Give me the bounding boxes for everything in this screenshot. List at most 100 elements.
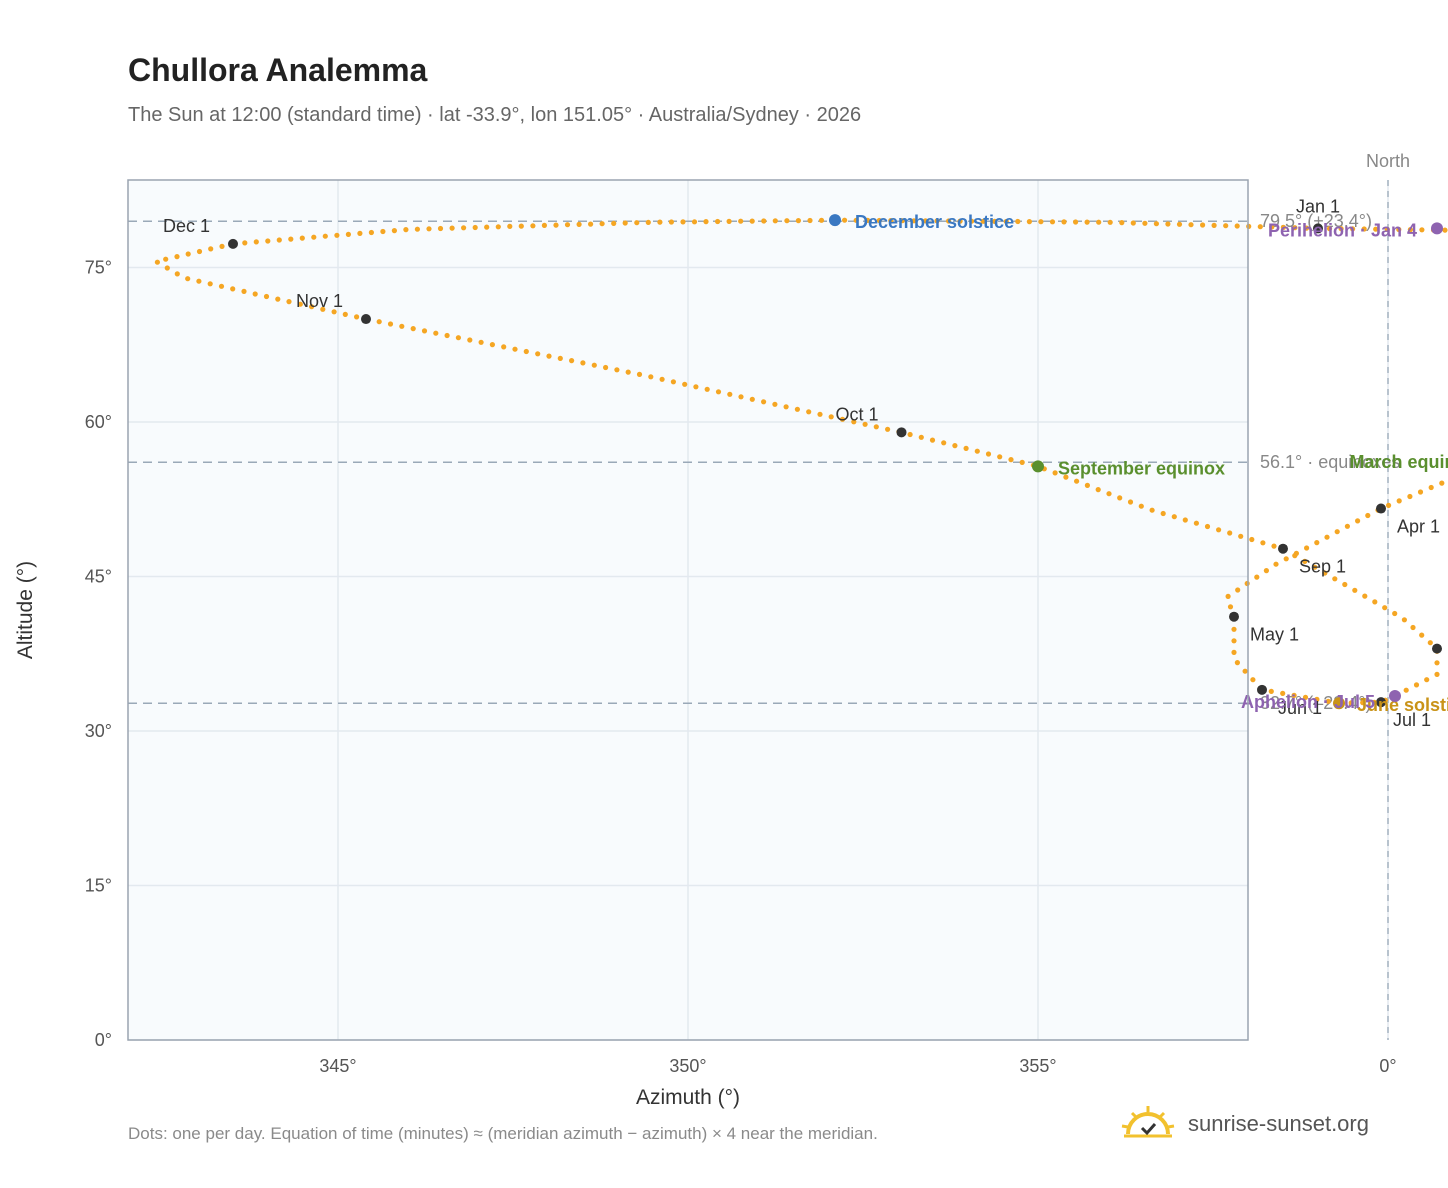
day-dot [1176,221,1183,227]
day-dot [1312,564,1318,570]
page-title: Chullora Analemma [128,52,428,88]
day-dot [196,278,202,284]
day-dot [888,218,894,224]
day-dot [387,321,394,327]
day-dot [410,326,416,332]
day-dot [1160,510,1166,517]
event-label: March equinox [1349,452,1448,472]
x-tick-label: 355° [1019,1056,1056,1076]
event-dot [1389,690,1401,702]
day-dot [907,431,913,438]
day-dot [703,219,709,225]
analemma-path [154,217,1448,706]
day-dot [1303,225,1310,231]
day-dot [1193,520,1199,526]
day-dot [421,328,428,334]
day-dot [1074,478,1080,484]
brand-name: sunrise-sunset.org [1188,1111,1369,1136]
day-dot [980,218,986,224]
day-dot [997,454,1003,460]
day-dot [1413,682,1420,688]
day-dot [784,218,790,224]
day-dot [992,218,998,224]
day-dot [391,228,397,234]
day-dot [380,228,386,235]
month-dot [1376,503,1386,514]
day-dot [1332,576,1338,582]
day-dot [1292,225,1298,231]
day-dot [437,225,444,232]
day-dot [749,396,755,402]
day-dot [1242,668,1248,674]
day-dot [807,217,813,224]
day-dot [1384,226,1390,232]
month-label: May 1 [1250,625,1299,645]
day-dot [253,239,259,245]
day-dot [969,218,975,224]
month-dot [1257,684,1267,695]
day-dot [286,299,292,305]
day-dot [772,401,778,407]
day-dot [1138,503,1144,509]
day-dot [174,254,180,260]
day-dot [433,330,439,336]
day-dot [320,306,326,312]
day-dot [1396,226,1402,233]
day-dot [334,232,340,238]
day-dot [1407,227,1413,233]
day-dot [1302,694,1309,701]
day-dot [783,404,789,410]
reference-label: 56.1° · equinoxes [1260,452,1400,472]
day-dot [242,240,248,246]
day-dot [331,309,337,315]
day-dot [185,251,191,257]
brand[interactable]: sunrise-sunset.org [1120,1104,1369,1144]
day-dot [1227,530,1233,536]
day-dot [636,371,643,377]
day-dot [693,384,699,390]
day-dot [1019,459,1025,465]
x-axis-ticks: 345°350°355°0°5° [319,1056,1396,1076]
day-dot [818,217,825,223]
day-dot [1003,218,1009,225]
reference-lines: 79.5° (+23.4°) 56.1° · equinoxes 32.7° (–2… [128,211,1400,713]
day-dot [1063,474,1069,480]
month-label: Apr 1 [1397,517,1440,537]
event-markers: December solstice June solstice March equi… [829,212,1448,715]
day-dot [1244,580,1250,587]
day-dot [455,335,461,341]
day-dot [645,219,651,225]
day-dot [154,259,160,265]
day-dot [680,219,686,225]
day-dot [311,234,317,240]
month-label: Nov 1 [296,291,343,311]
day-dot [1231,649,1237,656]
day-dot [614,367,620,373]
day-dot [1419,227,1425,233]
day-dot [1324,534,1330,540]
day-dot [1372,599,1378,605]
day-dot [1417,489,1424,495]
day-dot [1371,699,1377,705]
day-dot [1026,219,1032,225]
day-dot [185,276,191,282]
event-dot [829,214,841,227]
day-dot [1249,536,1255,543]
footnote: Dots: one per day. Equation of time (min… [128,1124,878,1143]
day-dot [670,379,677,385]
day-dot [1084,482,1090,488]
day-dot [564,222,571,228]
day-dot [1304,545,1310,551]
day-dot [634,220,640,226]
day-dot [309,304,315,310]
day-dot [342,311,348,317]
day-dot [1427,640,1433,646]
day-dot [862,421,868,427]
day-dot [1348,700,1354,706]
x-tick-label: 345° [319,1056,356,1076]
day-dot [1382,605,1388,611]
month-dot [1278,543,1288,554]
day-dot [726,218,732,224]
day-dot [974,448,980,454]
